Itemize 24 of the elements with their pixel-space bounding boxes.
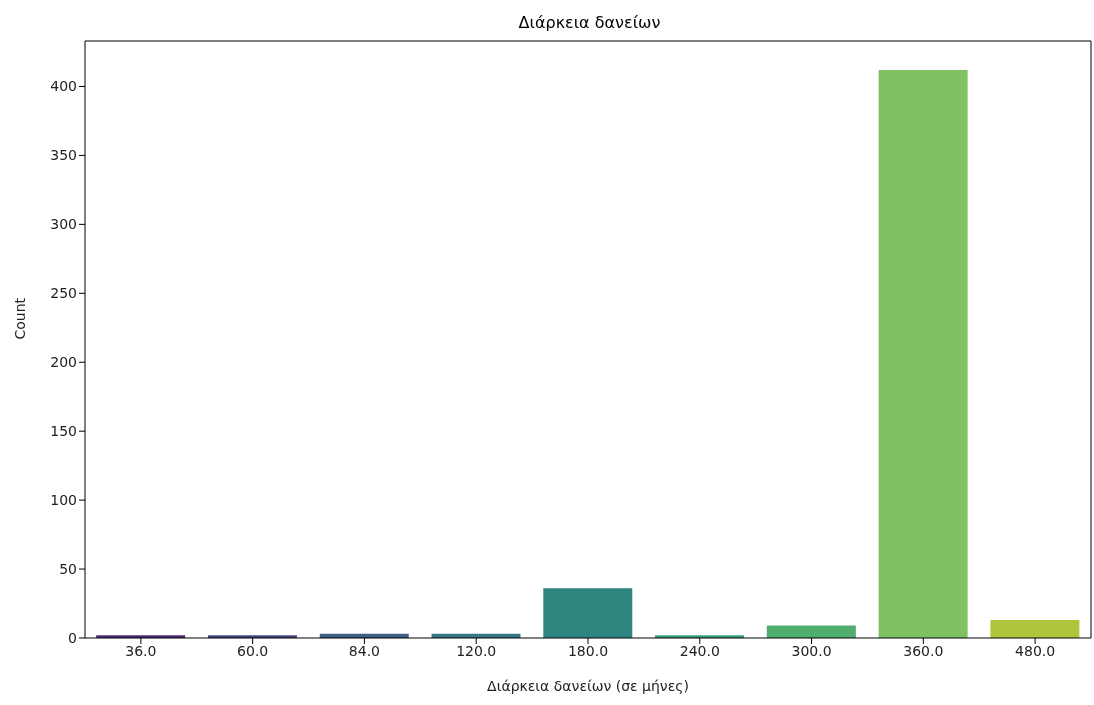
x-tick-label: 480.0 [1015, 642, 1056, 659]
x-tick-label: 300.0 [791, 642, 832, 659]
x-tick-label: 240.0 [679, 642, 720, 659]
y-tick-label: 250 [50, 285, 77, 302]
chart-title: Διάρκεια δανείων [517, 12, 662, 34]
x-tick-label: 60.0 [237, 642, 269, 659]
x-tick-label: 360.0 [903, 642, 944, 659]
x-tick-label: 36.0 [125, 642, 157, 659]
y-tick-label: 50 [59, 561, 77, 578]
y-tick-label: 350 [50, 147, 77, 164]
y-axis-title: Count [11, 297, 28, 340]
y-tick-label: 400 [50, 78, 77, 95]
y-tick-label: 200 [50, 354, 77, 371]
y-tick-label: 100 [50, 492, 77, 509]
bar [990, 620, 1080, 638]
y-tick-label: 150 [50, 423, 77, 440]
x-tick-label: 180.0 [567, 642, 609, 659]
x-tick-label: 84.0 [348, 642, 381, 659]
x-axis-title: Διάρκεια δανείων (σε μήνες) [487, 678, 689, 694]
bar [878, 69, 968, 638]
x-tick-label: 120.0 [456, 642, 497, 659]
y-tick-label: 300 [50, 216, 77, 233]
y-tick-label: 0 [68, 629, 77, 646]
bar [543, 588, 633, 638]
